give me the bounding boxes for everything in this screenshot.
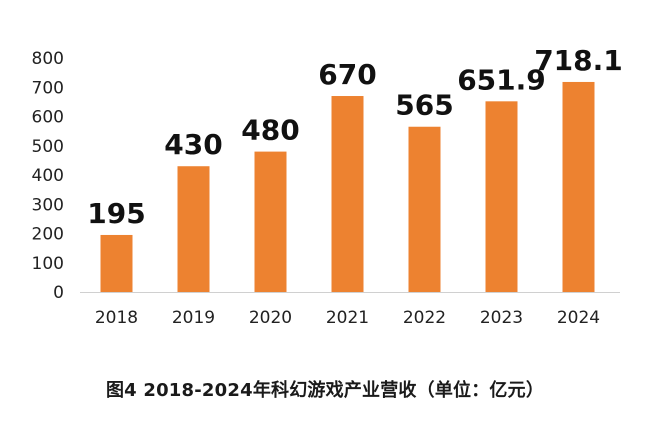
y-tick-label: 700 — [32, 78, 64, 98]
bar-2022 — [408, 126, 441, 292]
x-tick-label-2018: 2018 — [95, 308, 138, 328]
bar-2023 — [485, 101, 518, 293]
y-axis-tick-labels: 0 100 200 300 400 500 600 700 800 — [32, 49, 64, 303]
data-label-2023: 651.9 — [457, 63, 546, 96]
x-tick-label-2023: 2023 — [480, 308, 523, 328]
x-tick-label-2022: 2022 — [403, 308, 446, 328]
y-tick-label: 800 — [32, 49, 64, 69]
y-tick-label: 500 — [32, 137, 64, 157]
data-label-2018: 195 — [87, 197, 145, 230]
bars — [100, 81, 595, 293]
y-tick-label: 600 — [32, 108, 64, 128]
bar-chart: 0 100 200 300 400 500 600 700 800 195 430 480 670 56… — [32, 44, 623, 328]
y-tick-label: 300 — [32, 195, 64, 215]
y-tick-label: 100 — [32, 254, 64, 274]
bar-2024 — [562, 81, 595, 292]
data-label-2020: 480 — [241, 114, 299, 147]
figure-caption: 图4 2018-2024年科幻游戏产业营收（单位：亿元） — [105, 380, 545, 401]
data-label-2021: 670 — [318, 58, 376, 91]
bar-2021 — [331, 96, 364, 293]
chart: 0 100 200 300 400 500 600 700 800 195 430 480 670 56… — [32, 44, 623, 328]
data-label-2024: 718.1 — [534, 44, 623, 77]
y-tick-label: 200 — [32, 225, 64, 245]
bar-2018 — [100, 234, 133, 292]
x-tick-label-2019: 2019 — [172, 308, 215, 328]
bar-2020 — [254, 151, 287, 292]
data-label-2022: 565 — [395, 89, 453, 122]
y-tick-label: 0 — [53, 283, 64, 303]
data-label-2019: 430 — [164, 128, 222, 161]
x-tick-label-2021: 2021 — [326, 308, 369, 328]
y-tick-label: 400 — [32, 166, 64, 186]
bar-2019 — [177, 166, 210, 292]
x-axis-tick-labels: 2018 2019 2020 2021 2022 2023 2024 — [95, 308, 600, 328]
x-tick-label-2024: 2024 — [557, 308, 600, 328]
x-tick-label-2020: 2020 — [249, 308, 292, 328]
